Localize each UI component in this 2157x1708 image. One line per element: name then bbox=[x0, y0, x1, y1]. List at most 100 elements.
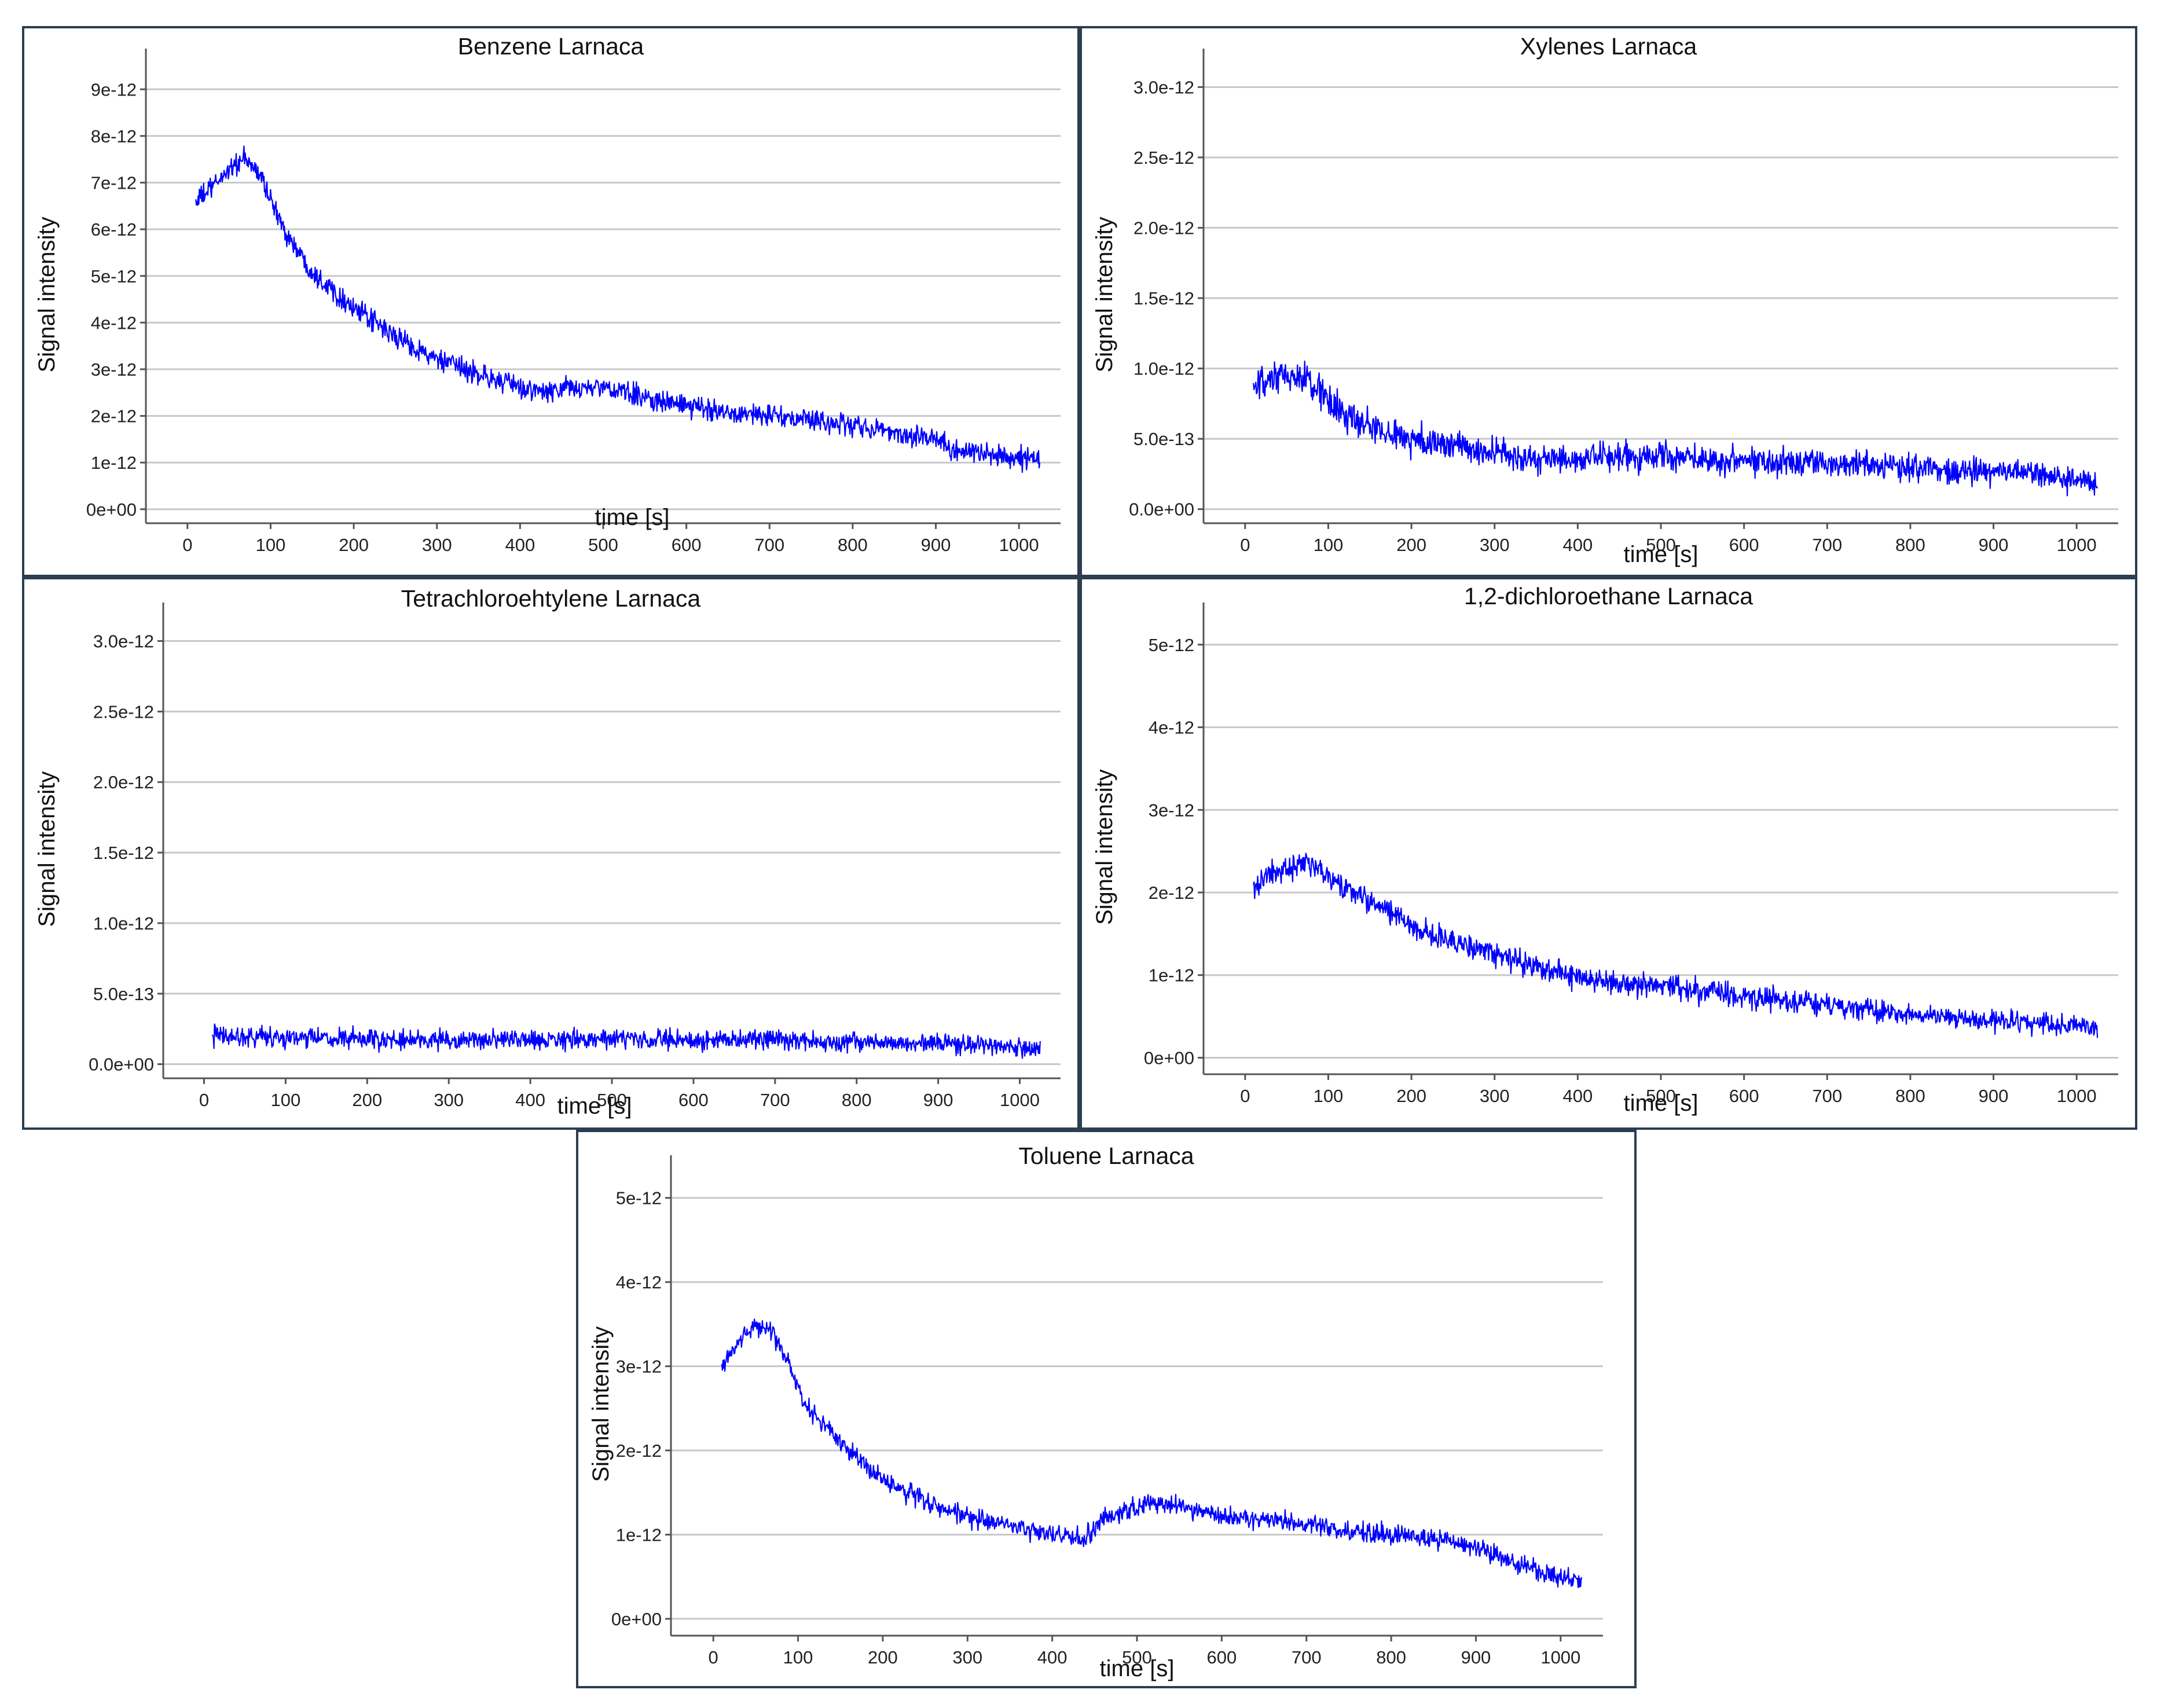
x-tick-label: 400 bbox=[1562, 1086, 1593, 1106]
y-tick-label: 2.0e-12 bbox=[1133, 218, 1194, 238]
x-tick-label: 0 bbox=[182, 535, 192, 555]
x-axis-label: time [s] bbox=[595, 505, 670, 530]
y-tick-label: 2.5e-12 bbox=[93, 701, 154, 722]
x-tick-label: 800 bbox=[1376, 1647, 1406, 1667]
y-axis-label: Signal intensity bbox=[1092, 216, 1117, 372]
chart-title: Toluene Larnaca bbox=[1018, 1143, 1194, 1169]
chart-dichloroethane: 0e+00 1e-12 2e-12 3e-12 4e-12 5e-12 0 100 200 300… bbox=[1092, 603, 2118, 1116]
x-tick-label: 700 bbox=[1812, 535, 1842, 555]
y-tick-label: 4e-12 bbox=[91, 313, 137, 333]
y-axis-label: Signal intensity bbox=[34, 216, 60, 372]
x-tick-label: 100 bbox=[270, 1090, 300, 1110]
x-tick-label: 0 bbox=[709, 1647, 718, 1667]
y-tick-label: 1.5e-12 bbox=[93, 843, 154, 863]
x-tick-label: 700 bbox=[760, 1090, 790, 1110]
series-line bbox=[195, 145, 1041, 473]
chart-title: Tetrachloroehtylene Larnaca bbox=[401, 585, 701, 612]
y-tick-label: 6e-12 bbox=[91, 219, 137, 240]
y-tick-label: 0.0e+00 bbox=[1129, 499, 1194, 520]
y-tick-label: 3e-12 bbox=[616, 1357, 662, 1377]
y-tick-label: 0e+00 bbox=[1144, 1048, 1194, 1068]
x-axis-label: time [s] bbox=[1624, 542, 1699, 567]
chart-title: 1,2-dichloroethane Larnaca bbox=[1463, 583, 1754, 609]
x-tick-label: 0 bbox=[199, 1090, 209, 1110]
x-tick-label: 400 bbox=[515, 1090, 545, 1110]
y-tick-label: 3.0e-12 bbox=[93, 631, 154, 652]
x-tick-label: 900 bbox=[923, 1090, 953, 1110]
x-tick-label: 200 bbox=[868, 1647, 898, 1667]
x-tick-label: 600 bbox=[1206, 1647, 1237, 1667]
series-line bbox=[721, 1318, 1583, 1588]
y-axis-label: Signal intensity bbox=[588, 1326, 614, 1482]
x-tick-label: 500 bbox=[1646, 1086, 1676, 1106]
x-tick-label: 1000 bbox=[2057, 1086, 2097, 1106]
chart-tetrachloroehtylene: 0.0e+00 5.0e-13 1.0e-12 1.5e-12 2.0e-12 2.5e-… bbox=[34, 603, 1061, 1119]
x-tick-label: 200 bbox=[339, 535, 369, 555]
y-tick-label: 2e-12 bbox=[91, 406, 137, 427]
x-tick-label: 500 bbox=[1646, 535, 1676, 555]
y-tick-label: 2.0e-12 bbox=[93, 772, 154, 792]
x-tick-label: 700 bbox=[754, 535, 784, 555]
y-tick-label: 1e-12 bbox=[91, 453, 137, 473]
x-tick-label: 900 bbox=[1979, 535, 2009, 555]
x-tick-label: 500 bbox=[1122, 1647, 1152, 1667]
chart-benzene: 0e+00 1e-12 2e-12 3e-12 4e-12 5e-12 6e-12 7e-12… bbox=[34, 49, 1061, 555]
x-tick-label: 700 bbox=[1292, 1647, 1322, 1667]
chart-title: Benzene Larnaca bbox=[457, 33, 644, 60]
x-tick-label: 200 bbox=[1396, 1086, 1426, 1106]
x-tick-label: 100 bbox=[783, 1647, 813, 1667]
y-axis-label: Signal intensity bbox=[1092, 769, 1117, 925]
x-tick-label: 400 bbox=[1562, 535, 1593, 555]
x-axis-label: time [s] bbox=[557, 1093, 632, 1119]
x-tick-label: 100 bbox=[1314, 1086, 1344, 1106]
x-tick-label: 200 bbox=[1396, 535, 1426, 555]
x-tick-label: 600 bbox=[672, 535, 702, 555]
chart-title: Xylenes Larnaca bbox=[1520, 33, 1697, 60]
x-tick-label: 1000 bbox=[1000, 1090, 1040, 1110]
y-tick-label: 1e-12 bbox=[1149, 965, 1194, 986]
chart-panel-xylenes: Xylenes Larnaca 0.0e+00 5.0e-13 1.0e-12 1.5… bbox=[1080, 26, 2137, 577]
y-tick-label: 2.5e-12 bbox=[1133, 148, 1194, 168]
x-tick-label: 900 bbox=[921, 535, 951, 555]
y-tick-label: 7e-12 bbox=[91, 173, 137, 193]
x-tick-label: 700 bbox=[1812, 1086, 1842, 1106]
y-tick-label: 5e-12 bbox=[1149, 635, 1194, 655]
y-tick-label: 0.0e+00 bbox=[89, 1055, 154, 1075]
chart-panel-toluene: Toluene Larnaca 0e+00 1e-12 2e-12 3e-12 4e-1… bbox=[576, 1130, 1637, 1688]
y-tick-label: 9e-12 bbox=[91, 79, 137, 100]
x-tick-label: 800 bbox=[838, 535, 868, 555]
y-tick-label: 4e-12 bbox=[616, 1272, 662, 1292]
x-tick-label: 0 bbox=[1240, 535, 1250, 555]
x-tick-label: 100 bbox=[1314, 535, 1344, 555]
x-tick-label: 600 bbox=[678, 1090, 709, 1110]
chart-xylenes: 0.0e+00 5.0e-13 1.0e-12 1.5e-12 2.0e-12 2.5e-… bbox=[1092, 49, 2118, 567]
x-tick-label: 300 bbox=[952, 1647, 982, 1667]
y-tick-label: 0e+00 bbox=[611, 1609, 662, 1629]
x-tick-label: 1000 bbox=[1540, 1647, 1580, 1667]
series-line bbox=[211, 1023, 1041, 1059]
x-tick-label: 300 bbox=[434, 1090, 464, 1110]
series-line bbox=[1253, 853, 2099, 1038]
series-line bbox=[1253, 360, 2099, 497]
x-tick-label: 1000 bbox=[999, 535, 1039, 555]
x-tick-label: 600 bbox=[1729, 1086, 1759, 1106]
chart-panel-dichloroethane: 1,2-dichloroethane Larnaca 0e+00 1e-12 2e-… bbox=[1080, 577, 2137, 1130]
y-tick-label: 2e-12 bbox=[1149, 883, 1194, 903]
y-axis-label: Signal intensity bbox=[34, 771, 60, 927]
x-tick-label: 0 bbox=[1240, 1086, 1250, 1106]
y-tick-label: 4e-12 bbox=[1149, 718, 1194, 738]
x-tick-label: 400 bbox=[1037, 1647, 1068, 1667]
x-tick-label: 900 bbox=[1461, 1647, 1491, 1667]
x-tick-label: 800 bbox=[1895, 535, 1925, 555]
x-tick-label: 500 bbox=[588, 535, 618, 555]
x-tick-label: 300 bbox=[1480, 1086, 1510, 1106]
x-tick-label: 300 bbox=[422, 535, 452, 555]
x-tick-label: 800 bbox=[842, 1090, 872, 1110]
x-tick-label: 500 bbox=[597, 1090, 627, 1110]
y-tick-label: 5e-12 bbox=[91, 266, 137, 286]
y-tick-label: 1.0e-12 bbox=[93, 913, 154, 934]
x-tick-label: 200 bbox=[352, 1090, 382, 1110]
chart-panel-tetrachloroehtylene: Tetrachloroehtylene Larnaca 0.0e+00 5.0e-… bbox=[22, 577, 1080, 1130]
y-tick-label: 1e-12 bbox=[616, 1525, 662, 1545]
chart-panel-benzene: Benzene Larnaca 0e+00 1e-12 2e-12 3e-12 4e-1… bbox=[22, 26, 1080, 577]
